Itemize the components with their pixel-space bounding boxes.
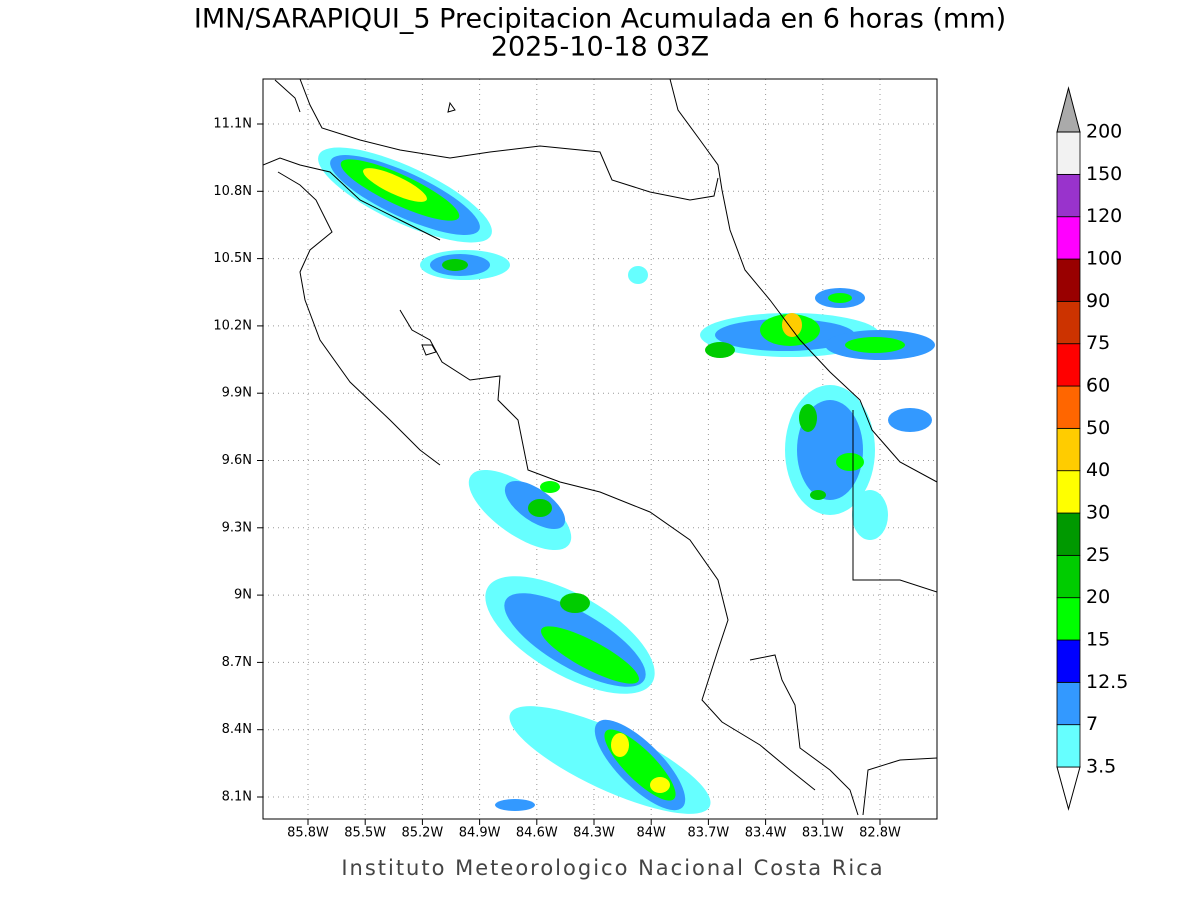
colorbar-box [1056,131,1081,175]
colorbar-box [1056,173,1081,218]
x-tick-label: 85.5W [344,826,386,841]
map-frame [262,78,938,820]
colorbar-label: 75 [1086,332,1110,354]
colorbar-box [1056,554,1081,599]
y-tick-label: 8.1N [222,790,252,805]
colorbar-box [1056,216,1081,260]
x-tick-label: 85.2W [401,826,443,841]
y-tick-label: 10.8N [213,184,252,199]
colorbar-label: 40 [1086,459,1110,481]
colorbar-label: 120 [1086,205,1122,227]
colorbar-label: 200 [1086,121,1122,143]
colorbar-box [1056,681,1081,726]
x-tick-label: 84.9W [459,826,501,841]
blob-central [468,469,572,551]
colorbar-box [1056,258,1081,302]
colorbar-label: 60 [1086,375,1110,397]
y-tick-label: 9.3N [222,520,252,535]
x-tick-label: 83.4W [745,826,787,841]
colorbar-label: 20 [1086,586,1110,608]
colorbar-box [1056,343,1081,387]
colorbar-label: 25 [1086,544,1110,566]
colorbar-box [1056,427,1081,472]
blob-south [485,576,711,814]
blob-north [318,147,510,280]
x-tick-label: 84.6W [516,826,558,841]
colorbar-label: 50 [1086,417,1110,439]
x-tick-label: 85.8W [287,826,329,841]
x-tick-label: 82.8W [859,826,901,841]
title-line1: IMN/SARAPIQUI_5 Precipitacion Acumulada … [194,4,1006,35]
y-tick-label: 8.7N [222,655,252,670]
x-tick-label: 84.3W [573,826,615,841]
colorbar-label: 100 [1086,248,1122,270]
colorbar-label: 7 [1086,713,1098,735]
x-tick-label: 83.7W [687,826,729,841]
colorbar-box [1056,512,1081,556]
colorbar-label: 30 [1086,502,1110,524]
colorbar-box [1056,385,1081,429]
colorbar-label: 15 [1086,629,1110,651]
y-tick-label: 9.9N [222,386,252,401]
footer: Instituto Meteorologico Nacional Costa R… [341,856,884,880]
precipitation [318,147,935,814]
colorbar-label: 150 [1086,163,1122,185]
colorbar-high-arrow [1056,86,1081,133]
title-line2: 2025-10-18 03Z [491,32,709,63]
colorbar-box [1056,724,1081,768]
colorbar-label: 3.5 [1086,756,1116,778]
y-tick-label: 9N [234,588,252,603]
y-tick-label: 8.4N [222,722,252,737]
y-tick-label: 9.6N [222,453,252,468]
y-tick-label: 11.1N [213,117,252,132]
y-tick-label: 10.2N [213,318,252,333]
x-tick-label: 83.1W [802,826,844,841]
y-tick-label: 10.5N [213,251,252,266]
colorbar-box [1056,300,1081,345]
coastlines [263,79,937,816]
blob-caribbean [628,266,935,540]
map [263,79,937,819]
colorbar-box [1056,639,1081,683]
colorbar: 3.5 7 12.5 15 20 25 30 40 50 60 75 90 100 120 150 200 [1056,86,1128,811]
colorbar-label: 12.5 [1086,671,1128,693]
colorbar-box [1056,470,1081,514]
colorbar-box [1056,597,1081,641]
colorbar-label: 90 [1086,290,1110,312]
x-tick-label: 84W [636,826,666,841]
colorbar-low-arrow [1056,766,1081,811]
